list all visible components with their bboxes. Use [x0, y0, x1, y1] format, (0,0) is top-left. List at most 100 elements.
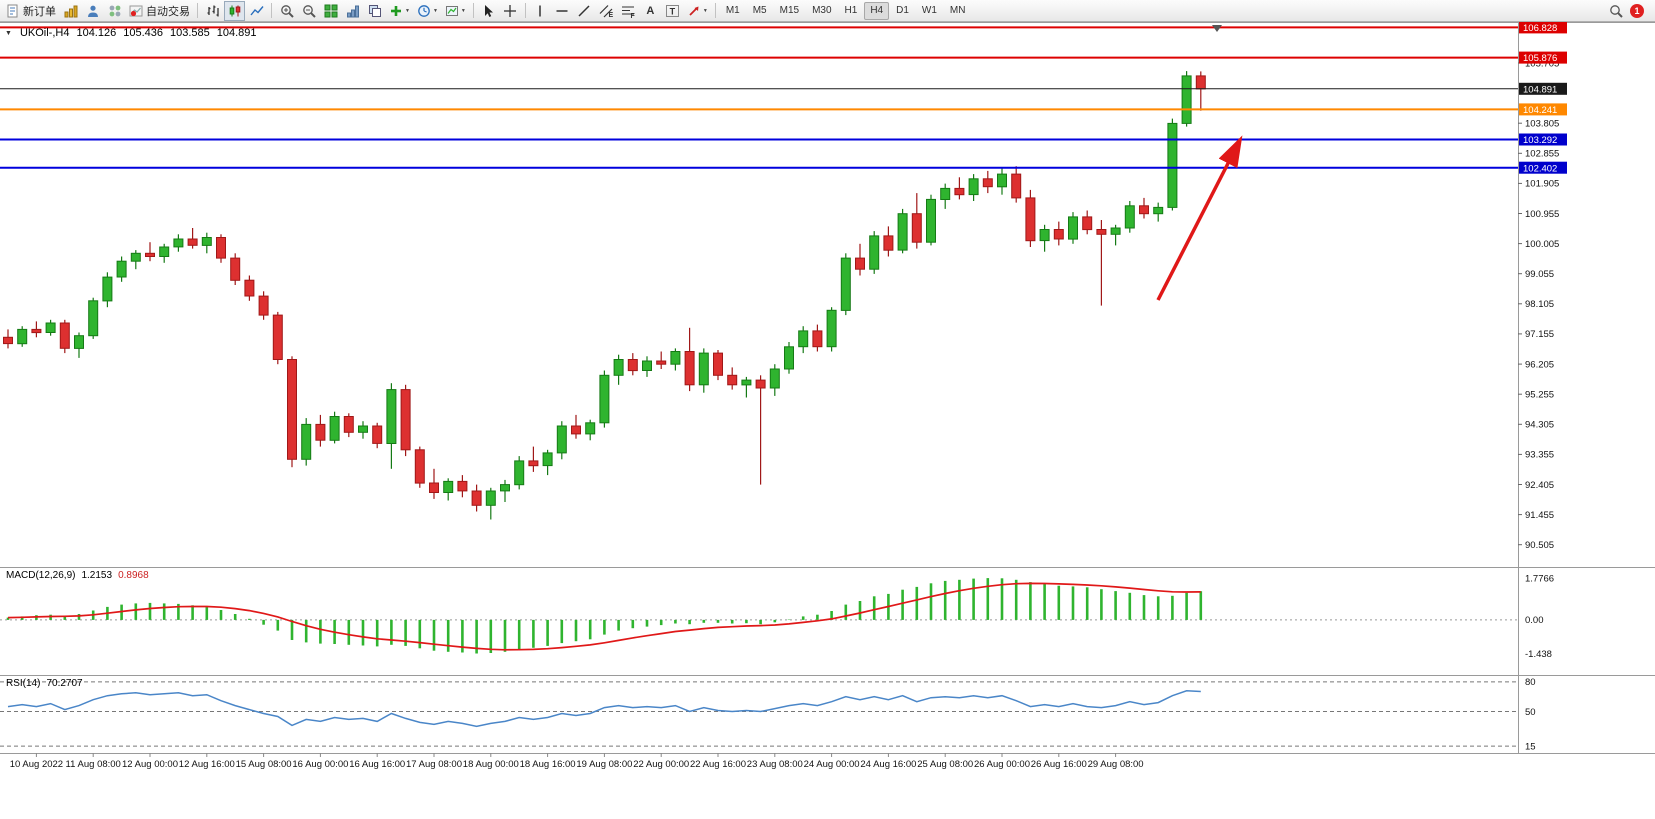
price-badge — [1519, 133, 1567, 146]
price-badge-label: 104.891 — [1523, 84, 1557, 95]
templates-icon — [445, 5, 458, 16]
tf-h4-button[interactable]: H4 — [864, 1, 890, 20]
candlestick-chart-button[interactable] — [224, 0, 245, 21]
time-axis-label: 12 Aug 00:00 — [122, 759, 178, 770]
rsi-header: RSI(14) 70.2707 — [6, 678, 83, 689]
symbol-timeframe-label: UKOil-,H4 — [19, 27, 70, 39]
tf-m30-button[interactable]: M30 — [806, 2, 837, 20]
chart-canvas[interactable]: 105.705 103.805 102.855 101.905 100.955 100.0… — [0, 22, 1655, 819]
svg-text:E: E — [608, 12, 613, 18]
macd-header: MACD(12,26,9) 1.2153 0.8968 — [6, 570, 149, 581]
market-watch-button[interactable] — [104, 1, 125, 21]
price-tick-label: 98.105 — [1525, 299, 1554, 310]
bar-chart-icon — [207, 5, 219, 16]
tf-m1-button[interactable]: M1 — [720, 2, 746, 20]
chart-header: ▼ UKOil-,H4 104.126 105.436 103.585 104.… — [5, 27, 257, 39]
equidistant-channel-button[interactable]: E — [596, 1, 617, 21]
cursor-icon — [485, 4, 494, 17]
text-label-button[interactable]: T — [662, 1, 683, 21]
new-order-label: 新订单 — [23, 5, 56, 18]
tf-w1-button[interactable]: W1 — [916, 2, 943, 20]
macd-value-main: 1.2153 — [81, 570, 113, 581]
price-badge-label: 105.876 — [1523, 53, 1557, 64]
timeframe-group: M1 M5 M15 M30 H1 H4 D1 W1 MN — [720, 1, 972, 20]
chart-window[interactable]: 105.705 103.805 102.855 101.905 100.955 100.0… — [0, 22, 1655, 819]
tf-h1-button[interactable]: H1 — [839, 2, 864, 20]
trendline-icon — [578, 4, 590, 17]
line-chart-button[interactable] — [246, 1, 267, 21]
ohlc-low: 103.585 — [169, 27, 210, 39]
time-axis-label: 17 Aug 08:00 — [406, 759, 462, 770]
tf-m15-button[interactable]: M15 — [774, 2, 805, 20]
zoom-in-icon — [280, 4, 294, 18]
new-order-icon — [7, 4, 18, 17]
periods-icon — [418, 4, 430, 17]
trend-arrow-annotation[interactable] — [1156, 135, 1243, 301]
chart-shift-marker[interactable] — [1212, 25, 1222, 32]
zoom-out-icon — [302, 4, 316, 18]
tf-mn-button[interactable]: MN — [944, 2, 972, 20]
price-tick-label: 99.055 — [1525, 269, 1554, 280]
cascade-windows-icon — [368, 4, 381, 17]
toolbar-separator — [271, 3, 272, 18]
time-axis-label: 23 Aug 08:00 — [747, 759, 803, 770]
fibonacci-button[interactable]: F — [618, 1, 639, 21]
trendline-button[interactable] — [574, 1, 595, 21]
tf-m5-button[interactable]: M5 — [747, 2, 773, 20]
bar-chart-button[interactable] — [202, 1, 223, 21]
price-tick-label: 90.505 — [1525, 540, 1554, 551]
notification-badge[interactable]: 1 — [1630, 3, 1644, 18]
arrange-windows-button[interactable] — [342, 1, 363, 21]
templates-button[interactable] — [442, 1, 469, 21]
new-chart-button[interactable] — [60, 1, 81, 21]
svg-text:T: T — [669, 6, 675, 16]
new-chart-icon — [64, 5, 77, 17]
time-axis-label: 24 Aug 00:00 — [804, 759, 860, 770]
price-tick-label: 105.705 — [1525, 58, 1559, 69]
toolbar: 新订单 自动交易 — [0, 0, 1655, 22]
text-label-icon: T — [665, 4, 679, 17]
macd-tick-label: 0.00 — [1525, 615, 1544, 626]
auto-trading-button[interactable]: 自动交易 — [126, 1, 193, 21]
toolbar-separator — [524, 3, 526, 18]
time-axis-label: 18 Aug 16:00 — [520, 759, 576, 770]
vertical-line-button[interactable] — [530, 1, 551, 21]
macd-label: MACD(12,26,9) — [6, 570, 76, 581]
horizontal-line-button[interactable] — [552, 1, 573, 21]
auto-trading-label: 自动交易 — [146, 5, 190, 18]
tile-windows-button[interactable] — [320, 1, 341, 21]
zoom-in-button[interactable] — [276, 1, 297, 21]
vertical-line-icon — [539, 5, 542, 16]
time-axis-label: 26 Aug 16:00 — [1031, 759, 1087, 770]
price-tick-label: 94.305 — [1525, 420, 1554, 431]
search-button[interactable] — [1605, 1, 1626, 21]
rsi-tick-label: 15 — [1525, 741, 1536, 752]
new-order-button[interactable]: 新订单 — [3, 1, 59, 21]
profiles-icon — [87, 5, 98, 17]
crosshair-button[interactable] — [500, 1, 521, 21]
cursor-button[interactable] — [478, 1, 499, 21]
add-indicator-icon — [391, 5, 401, 16]
periods-button[interactable] — [414, 1, 441, 21]
price-tick-label: 92.405 — [1525, 480, 1554, 491]
add-indicator-button[interactable] — [386, 1, 413, 21]
cascade-windows-button[interactable] — [364, 1, 385, 21]
price-badge — [1519, 103, 1567, 116]
zoom-out-button[interactable] — [298, 1, 319, 21]
ohlc-high: 105.436 — [123, 27, 163, 39]
line-chart-icon — [249, 5, 264, 15]
profiles-button[interactable] — [82, 1, 103, 21]
rsi-tick-label: 50 — [1525, 707, 1536, 718]
text-tool-button[interactable]: A — [640, 1, 661, 21]
price-tick-label: 100.955 — [1525, 209, 1559, 220]
auto-trading-icon — [129, 5, 143, 16]
candles-layer — [3, 71, 1206, 520]
svg-text:F: F — [630, 13, 635, 18]
toolbar-separator — [197, 3, 198, 18]
one-click-collapse-icon[interactable]: ▼ — [5, 29, 12, 37]
macd-signal-line — [7, 582, 1201, 651]
tf-d1-button[interactable]: D1 — [890, 2, 915, 20]
arrows-tool-button[interactable] — [684, 1, 711, 21]
arrows-tool-icon — [689, 6, 699, 16]
